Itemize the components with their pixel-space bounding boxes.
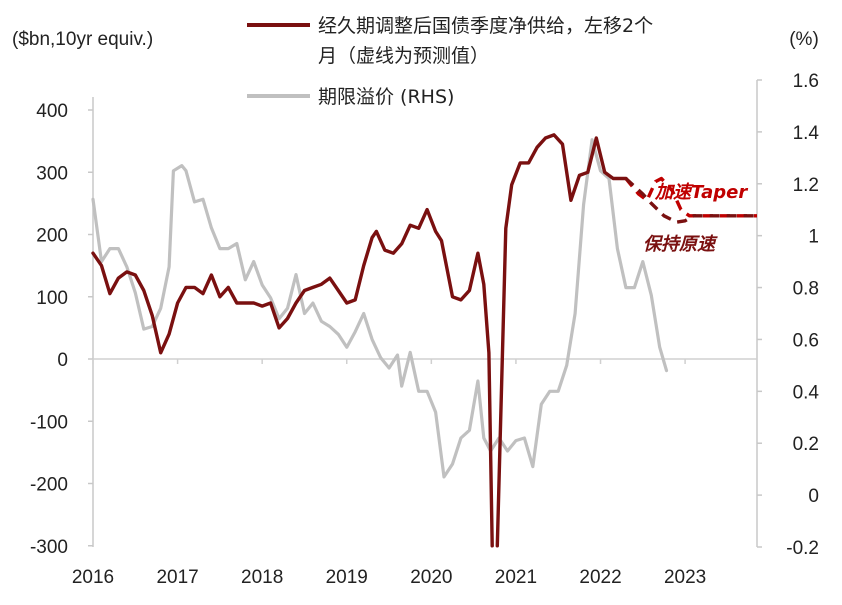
series-term-premium <box>91 138 669 479</box>
right-tick-label: 0.6 <box>793 330 819 351</box>
annotation-keep-pace: 保持原速 <box>643 234 718 255</box>
series-supply-forecast-taper <box>624 176 757 218</box>
legend-label-supply-line2: 月（虚线为预测值） <box>318 45 489 67</box>
right-axis-unit: (%) <box>789 29 819 50</box>
left-axis: -300 -200 -100 0 100 200 300 400 <box>30 97 94 558</box>
x-tick-label: 2016 <box>72 567 114 588</box>
x-tick-label: 2017 <box>156 567 198 588</box>
series-layer <box>91 133 757 548</box>
x-tick-label: 2023 <box>664 567 706 588</box>
legend-label-term-premium: 期限溢价 (RHS) <box>318 86 454 108</box>
right-tick-label: 0.2 <box>793 434 819 455</box>
left-tick-label: 0 <box>57 350 68 371</box>
left-tick-label: 300 <box>36 163 68 184</box>
left-tick-label: -100 <box>30 412 68 433</box>
x-tick-label: 2018 <box>241 567 283 588</box>
left-tick-label: 100 <box>36 288 68 309</box>
x-axis: 2016 2017 2018 2019 2020 2021 2022 2023 <box>72 358 757 588</box>
left-tick-label: 400 <box>36 101 68 122</box>
right-tick-label: 1.4 <box>793 123 820 144</box>
right-tick-label: 1.2 <box>793 175 819 196</box>
right-tick-label: 0.4 <box>793 382 820 403</box>
left-tick-label: -300 <box>30 537 68 558</box>
x-tick-label: 2019 <box>326 567 368 588</box>
left-tick-label: 200 <box>36 226 68 247</box>
left-tick-label: -200 <box>30 475 68 496</box>
series-supply <box>91 207 494 548</box>
legend-label-supply-line1: 经久期调整后国债季度净供给，左移2个 <box>318 15 653 37</box>
right-tick-label: 1 <box>808 227 819 248</box>
right-tick-label: 0.8 <box>793 279 819 300</box>
legend: 经久期调整后国债季度净供给，左移2个 月（虚线为预测值） 期限溢价 (RHS) <box>247 15 653 108</box>
x-tick-label: 2022 <box>579 567 621 588</box>
series-supply <box>495 133 628 548</box>
series-supply-forecast-base <box>624 177 757 224</box>
x-tick-label: 2020 <box>410 567 452 588</box>
left-axis-unit: ($bn,10yr equiv.) <box>12 29 153 50</box>
right-tick-label: -0.2 <box>786 538 819 559</box>
right-tick-label: 1.6 <box>793 71 819 92</box>
annotation-accelerate-taper: 加速Taper <box>654 182 748 203</box>
right-tick-label: 0 <box>808 486 819 507</box>
right-axis: -0.2 0 0.2 0.4 0.6 0.8 1 1.2 1.4 1.6 <box>756 71 820 559</box>
x-tick-label: 2021 <box>495 567 537 588</box>
